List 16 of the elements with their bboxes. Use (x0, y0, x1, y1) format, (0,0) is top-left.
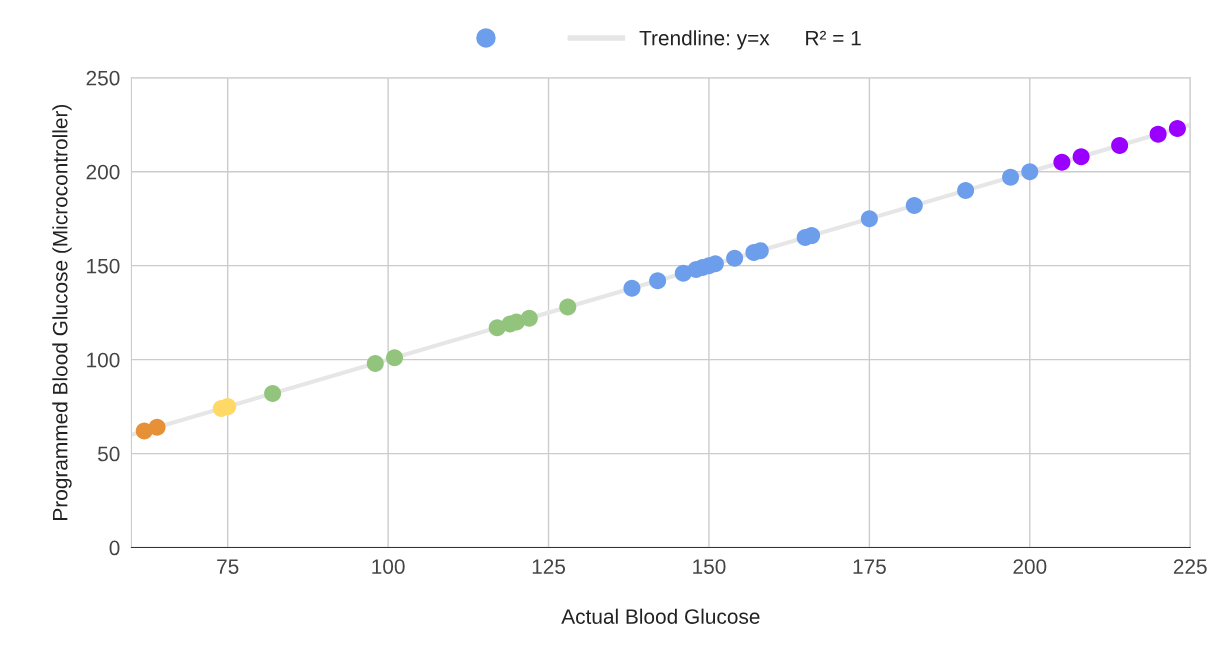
x-tick-label: 100 (372, 559, 405, 574)
x-tick-label: 175 (853, 559, 886, 574)
y-tick-label: 50 (97, 446, 120, 462)
x-tick-label: 150 (693, 559, 726, 574)
x-tick-label: 200 (1013, 559, 1047, 574)
y-tick-label: 0 (109, 540, 120, 556)
y-tick-label: 100 (87, 352, 120, 368)
y-tick-label: 150 (87, 258, 120, 274)
legend-label: Trendline: y=x R² = 1 (639, 30, 861, 50)
y-tick-label: 250 (86, 70, 120, 86)
x-axis-title: Actual Blood Glucose (561, 608, 760, 624)
x-tick-label: 75 (217, 559, 239, 574)
x-tick-label: 125 (532, 559, 566, 574)
x-tick-label: 225 (1173, 559, 1207, 574)
y-axis-title: Programmed Blood Glucose (Microcontroller) (52, 104, 72, 520)
y-tick-label: 200 (86, 164, 120, 180)
